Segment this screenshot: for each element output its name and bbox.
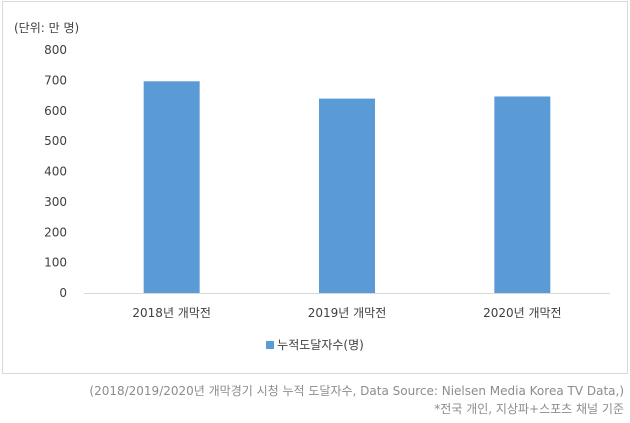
source-note: (2018/2019/2020년 개막경기 시청 누적 도달자수, Data S… [89,384,624,398]
y-tick-label: 100 [44,256,67,270]
x-tick-label: 2020년 개막전 [483,306,562,320]
y-tick-label: 800 [44,43,67,57]
y-tick-label: 0 [59,286,67,300]
bar [494,96,551,293]
y-tick-label: 500 [44,134,67,148]
y-tick-label: 700 [44,73,67,87]
bar [143,81,200,293]
legend-swatch [266,341,275,349]
bar [319,98,375,293]
legend-label: 누적도달자수(명) [277,338,364,352]
y-tick-label: 600 [44,104,67,118]
y-tick-label: 200 [44,225,67,239]
y-tick-label: 300 [44,195,67,209]
legend: 누적도달자수(명) [0,336,630,353]
y-tick-label: 400 [44,165,67,179]
x-tick-label: 2019년 개막전 [308,306,387,320]
scope-note: *전국 개인, 지상파+스포츠 채널 기준 [434,402,624,416]
x-tick-label: 2018년 개막전 [132,306,211,320]
unit-label: (단위: 만 명) [14,21,80,35]
